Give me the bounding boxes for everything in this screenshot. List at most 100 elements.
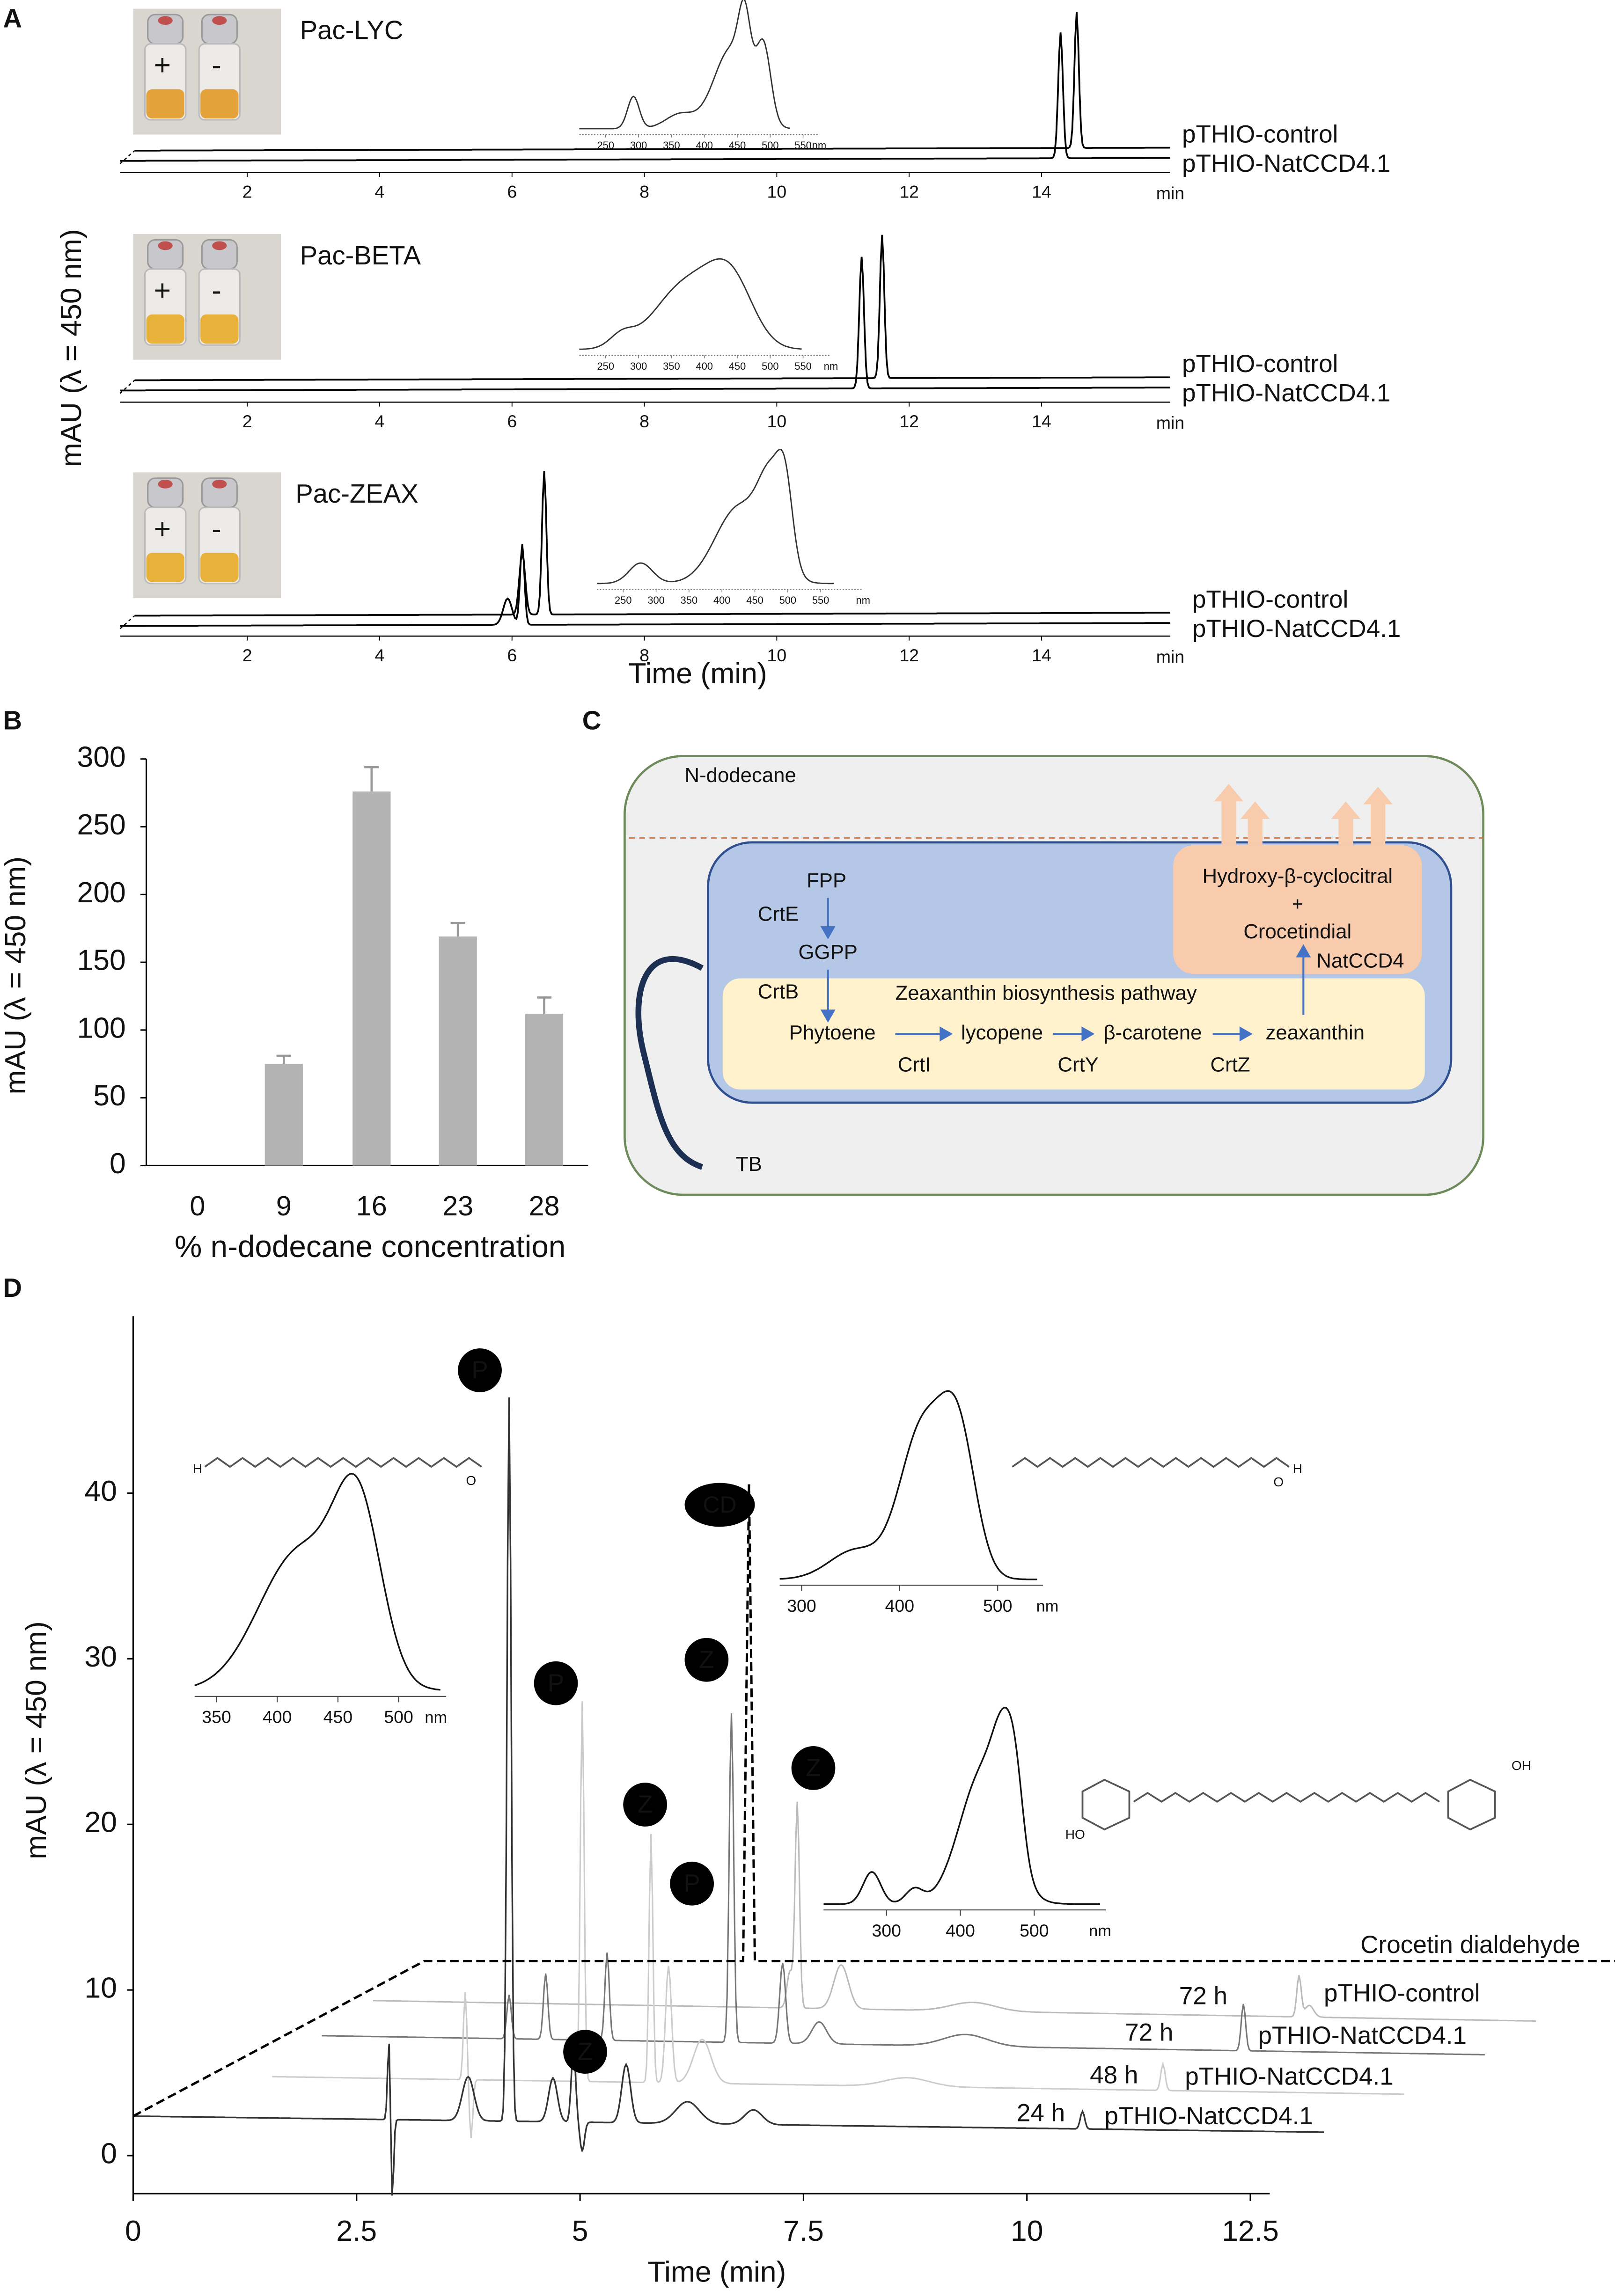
x-tick-label: 8 [639,411,649,431]
atom-label: O [466,1473,476,1488]
inset-tick-label: 400 [713,594,730,606]
inset-unit: nm [856,594,870,606]
enzyme: CrtZ [1211,1053,1250,1076]
inset-tick-label: 500 [384,1707,413,1727]
x-tick-label: 28 [529,1190,560,1221]
inset-tick-label: 250 [597,139,614,151]
strain-label: Pac-ZEAX [295,479,418,508]
vial-seal [212,241,227,250]
peak-label: P [471,1356,488,1384]
vial-mark: + [154,512,171,545]
y-tick-label: 40 [85,1475,117,1507]
x-tick-label: 10 [1011,2215,1043,2247]
peak-label: Z [638,1791,653,1818]
structure [1133,1791,1440,1803]
vial-mark: + [154,274,171,307]
inset-tick-label: 300 [647,594,664,606]
inset-tick-label: 500 [779,594,796,606]
trace-time: 72 h [1179,1982,1227,2010]
vial-liquid [146,89,184,119]
inset-tick-label: 350 [202,1707,231,1727]
x-tick-label: 12.5 [1222,2215,1279,2247]
trace [322,1713,1485,2055]
trace [134,234,1170,381]
trace-label: pTHIO-control [1182,350,1338,378]
inset-tick-label: 400 [696,139,712,151]
x-tick-label: 8 [639,182,649,201]
peak-label: Z [806,1754,821,1782]
x-tick-label: 5 [572,2215,588,2247]
trace-time: 72 h [1125,2019,1173,2047]
x-tick-label: 10 [767,182,787,201]
enzyme: NatCCD4 [1316,950,1404,973]
trace-label: pTHIO-NatCCD4.1 [1104,2102,1313,2130]
trace [272,1701,1404,2138]
bar [352,791,391,1166]
structure-ring [1447,1778,1496,1831]
trace [134,12,1170,152]
pathway-label: Zeaxanthin biosynthesis pathway [895,981,1197,1004]
axis-unit: min [1156,647,1184,666]
inset-tick-label: 400 [885,1596,915,1616]
inset-tick-label: 500 [1020,1921,1049,1940]
x-axis-label: Time (min) [629,657,767,690]
x-tick-label: 6 [507,411,517,431]
x-tick-label: 23 [442,1190,473,1221]
structure [204,1457,482,1468]
inset-unit: nm [1089,1922,1111,1940]
inset-tick-label: 450 [746,594,763,606]
x-tick-label: 10 [767,411,787,431]
y-tick-label: 50 [93,1079,126,1112]
inset-unit: nm [812,139,826,151]
bar [525,1014,564,1166]
peak-label: P [683,1870,700,1897]
atom-label: O [1273,1475,1284,1489]
metabolite: lycopene [961,1021,1043,1044]
inset-spectrum [597,448,834,585]
inset-tick-label: 550 [812,594,829,606]
trace-time: 24 h [1017,2099,1065,2127]
y-axis-label: mAU (λ = 450 nm) [0,856,32,1095]
peak-badge [623,1783,668,1827]
x-tick-label: 12 [899,645,919,665]
metabolite: β-carotene [1104,1021,1202,1044]
x-tick-label: 2 [242,645,252,665]
x-axis-label: % n-dodecane concentration [175,1229,565,1264]
bar [439,936,477,1166]
inset-tick-label: 250 [597,360,614,372]
x-tick-label: 6 [507,645,517,665]
inset-unit: nm [425,1709,447,1726]
x-tick-label: 2.5 [336,2215,377,2247]
vial-mark: - [212,49,221,81]
trace-label: pTHIO-control [1182,121,1338,148]
export-arrows [1214,783,1393,846]
x-tick-label: 12 [899,411,919,431]
inset-tick-label: 500 [762,360,778,372]
y-tick-label: 300 [77,740,126,773]
y-tick-label: 250 [77,808,126,841]
enzyme: CrtY [1057,1053,1098,1076]
inset-tick-label: 400 [696,360,712,372]
trace [120,32,1170,162]
inset-tick-label: 550 [794,139,811,151]
inset-unit: nm [824,360,838,372]
metabolite: GGPP [799,941,858,964]
vial-liquid [146,553,184,582]
error-bar [276,1054,291,1064]
inset-tick-label: 350 [663,360,680,372]
enzyme: CrtI [898,1053,931,1076]
y-tick-label: 150 [77,944,126,977]
inset-tick-label: 300 [630,139,647,151]
vial-liquid [200,89,239,119]
x-tick-label: 12 [899,182,919,201]
strain-label: Pac-LYC [300,15,404,45]
trace-label: pTHIO-NatCCD4.1 [1185,2062,1394,2090]
inset-spectrum [579,258,802,350]
inset-tick-label: 450 [729,139,746,151]
vial-seal [158,479,173,489]
panel-label: D [3,1273,22,1302]
x-tick-label: 16 [356,1190,387,1221]
peak-badge [684,1483,755,1527]
panel-label: C [582,706,602,735]
